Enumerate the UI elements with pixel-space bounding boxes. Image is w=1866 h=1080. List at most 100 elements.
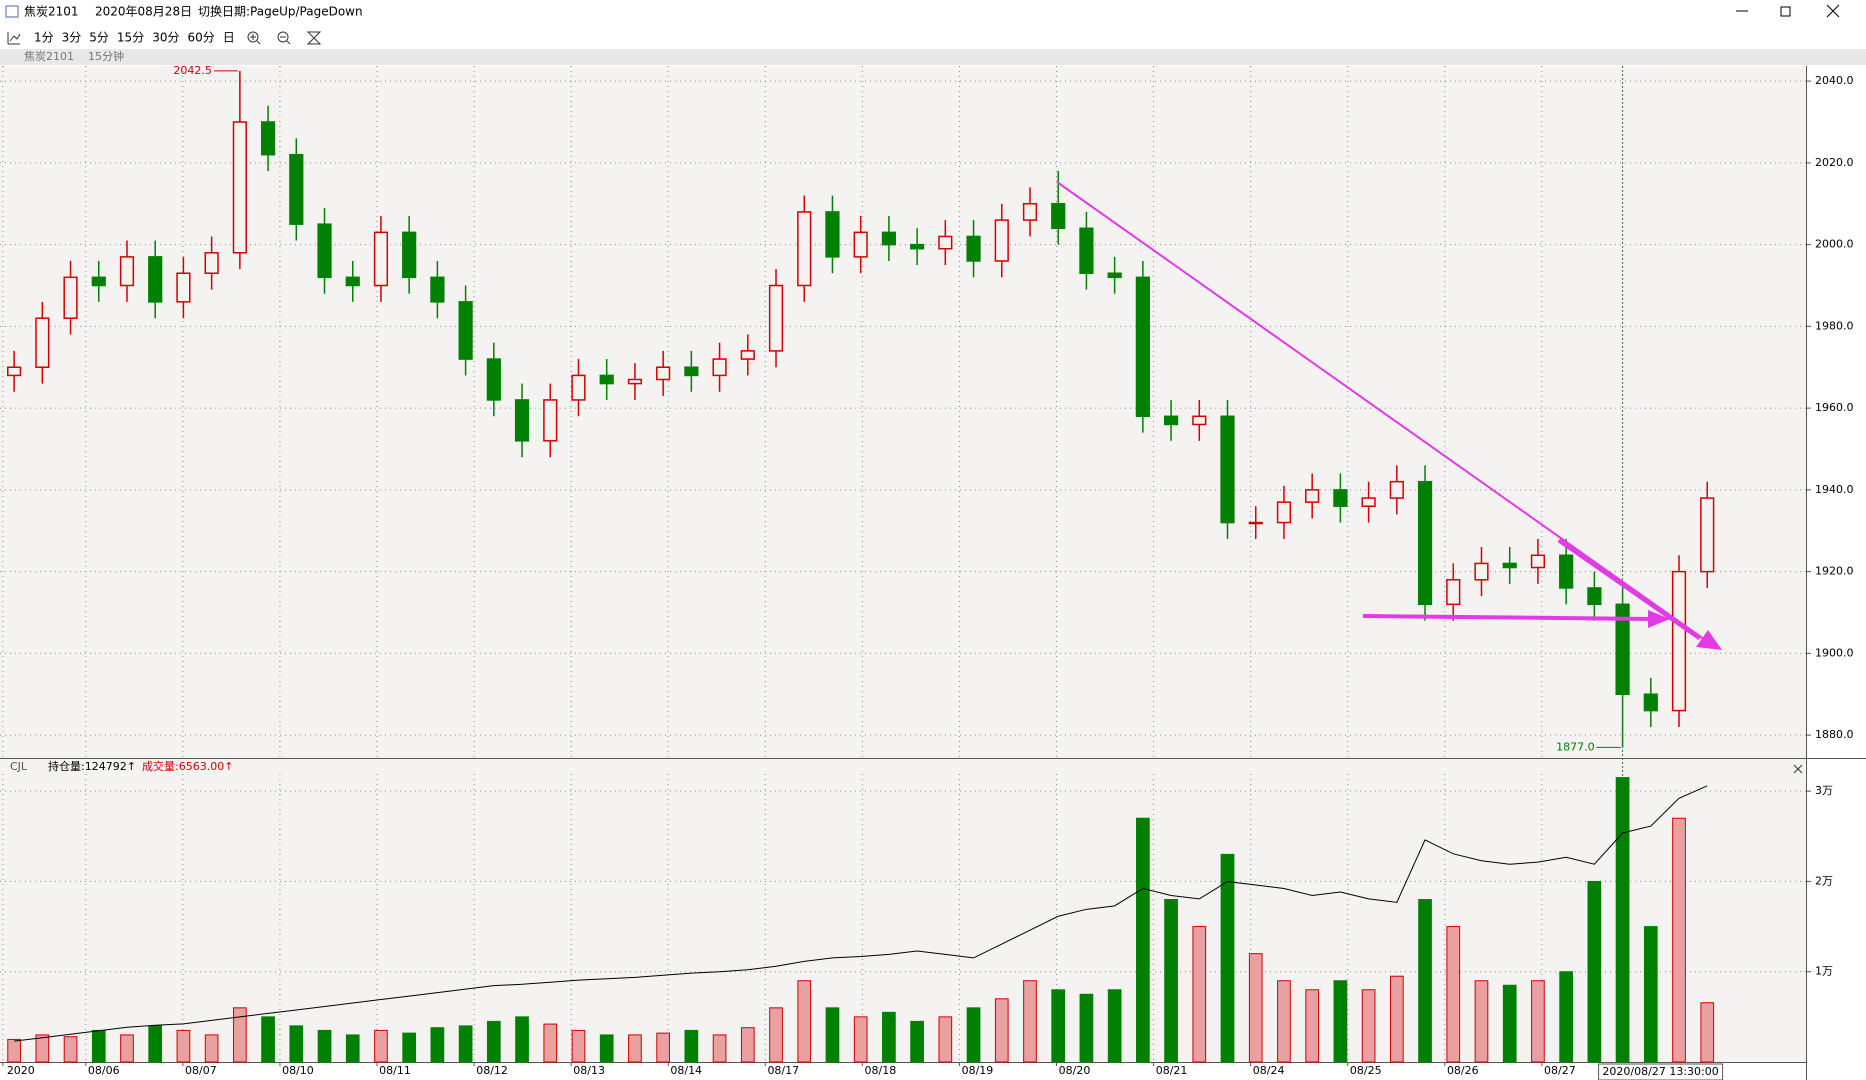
candle-body (430, 276, 445, 303)
volume-bar (1446, 926, 1461, 1063)
y-tick-label: 2040.0 (1815, 74, 1854, 87)
volume-bar (1531, 980, 1545, 1063)
candle-body (1192, 415, 1207, 426)
volume-bar (1079, 993, 1094, 1063)
min-label: 1877.0 (1556, 740, 1595, 753)
candle-body (853, 231, 868, 258)
candle-body (7, 366, 22, 377)
close-indicator-button[interactable] (1793, 764, 1803, 774)
volume-bar (1587, 880, 1602, 1063)
max-label: 2042.5 (173, 64, 212, 77)
volume-bar (684, 1029, 699, 1063)
candle-body (684, 366, 699, 377)
volume-bar (1051, 989, 1066, 1063)
volume-bar (910, 1020, 924, 1063)
chart-icon[interactable] (7, 32, 21, 45)
candle-body (458, 301, 473, 360)
support-arrow-head (1648, 610, 1670, 628)
y-tick-label: 2000.0 (1815, 238, 1854, 251)
candle-body (627, 378, 643, 385)
period-button[interactable]: 30分 (152, 31, 179, 45)
tab-symbol: 焦炭2101 (24, 50, 74, 63)
volume-bar (458, 1025, 473, 1063)
x-tick-label: 08/19 (962, 1064, 994, 1077)
candle-body (1248, 521, 1263, 525)
volume-bar (853, 1016, 868, 1063)
support-arrow-shaft (1362, 614, 1653, 621)
volume-bar (1643, 926, 1658, 1063)
volume-bar (938, 1016, 953, 1063)
volume-bar (35, 1034, 50, 1063)
period-button[interactable]: 60分 (187, 31, 214, 45)
period-button[interactable]: 日 (223, 31, 235, 45)
candle-body (1446, 579, 1461, 606)
volume-bar (1023, 980, 1037, 1063)
candle-body (1502, 562, 1517, 569)
volume-bar (882, 1011, 896, 1063)
trend-arrow-shaft (1557, 537, 1702, 641)
cursor-label: 2020/08/27 13:30:00 (1602, 1065, 1718, 1078)
title-bar (0, 0, 1866, 26)
volume-bar (1502, 984, 1517, 1063)
candle-body (1671, 570, 1687, 712)
plot-layer: 2020 08/06 08/07 08/10 08/11 08/12 08/13 08/14 0… (0, 64, 1854, 1080)
time-button[interactable] (306, 31, 322, 45)
x-tick-label: 08/25 (1350, 1064, 1382, 1077)
x-tick-label: 08/26 (1447, 1064, 1479, 1077)
volume-bar (515, 1016, 529, 1063)
candle-body (1135, 276, 1150, 418)
y-tick-label: 3万 (1815, 784, 1833, 797)
zoom-out-button[interactable] (277, 31, 289, 43)
x-tick-label: 08/06 (88, 1064, 120, 1077)
x-tick-label: 08/21 (1156, 1064, 1188, 1077)
zoom-in-icon (250, 34, 261, 45)
x-tick-label: 08/18 (865, 1064, 897, 1077)
candle-body (881, 231, 896, 246)
y-tick-label: 1960.0 (1815, 401, 1854, 414)
candle-body (402, 231, 417, 279)
candle-body (938, 235, 953, 250)
volume-bar (740, 1027, 755, 1063)
period-button[interactable]: 3分 (62, 31, 82, 45)
tab-strip (0, 49, 1866, 65)
volume-bar (994, 998, 1009, 1063)
candle-body (740, 350, 755, 360)
zoom-tools (247, 31, 322, 45)
candle-body (1389, 480, 1404, 499)
x-tick-label: 08/24 (1253, 1064, 1285, 1077)
volume-bar (261, 1016, 275, 1063)
y-tick-label: 1920.0 (1815, 565, 1854, 578)
trend-drawings (1056, 181, 1722, 650)
candle-body (1163, 415, 1179, 426)
volume-bar (233, 1007, 247, 1063)
y-tick-label: 1940.0 (1815, 483, 1854, 496)
volume-bar (430, 1027, 445, 1063)
candle-body (1559, 554, 1574, 589)
candle-body (1051, 202, 1066, 230)
window-hint: 切换日期:PageUp/PageDown (198, 5, 363, 19)
period-button[interactable]: 1分 (34, 31, 54, 45)
candle-body (1643, 693, 1658, 712)
x-tick-label: 2020 (7, 1064, 35, 1077)
candle-body (571, 374, 586, 401)
candle-body (232, 121, 247, 254)
candle-body (260, 121, 276, 156)
candle-body (1107, 272, 1122, 279)
volume-bar (1559, 971, 1573, 1063)
candle-body (994, 219, 1009, 262)
volume-bar (486, 1020, 501, 1063)
close-button[interactable] (1826, 4, 1840, 18)
zoom-in-button[interactable] (247, 31, 259, 43)
volume-bar (345, 1034, 360, 1063)
candle-body (148, 256, 163, 303)
period-button[interactable]: 15分 (117, 31, 144, 45)
candle-body (825, 211, 840, 258)
volume-bar (317, 1029, 332, 1063)
window-date: 2020年08月28日 (95, 5, 192, 19)
x-tick-label: 08/27 (1544, 1064, 1576, 1077)
restore-button[interactable] (1780, 6, 1791, 17)
period-button[interactable]: 5分 (89, 31, 109, 45)
volume-bar (148, 1025, 163, 1063)
